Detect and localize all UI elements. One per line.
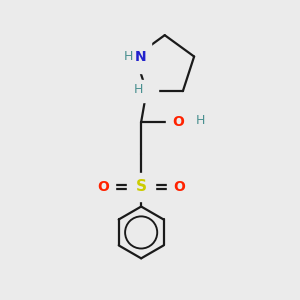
Point [100,184,105,189]
Text: S: S [136,179,147,194]
Point [176,120,180,124]
Text: H: H [124,50,134,63]
Text: H: H [134,83,143,96]
Point [139,184,144,189]
Text: H: H [195,114,205,127]
Text: O: O [97,180,109,194]
Point [177,184,182,189]
Text: O: O [173,180,185,194]
Point [144,89,149,94]
Point [133,54,138,59]
Text: N: N [135,50,146,64]
Text: O: O [172,115,184,129]
